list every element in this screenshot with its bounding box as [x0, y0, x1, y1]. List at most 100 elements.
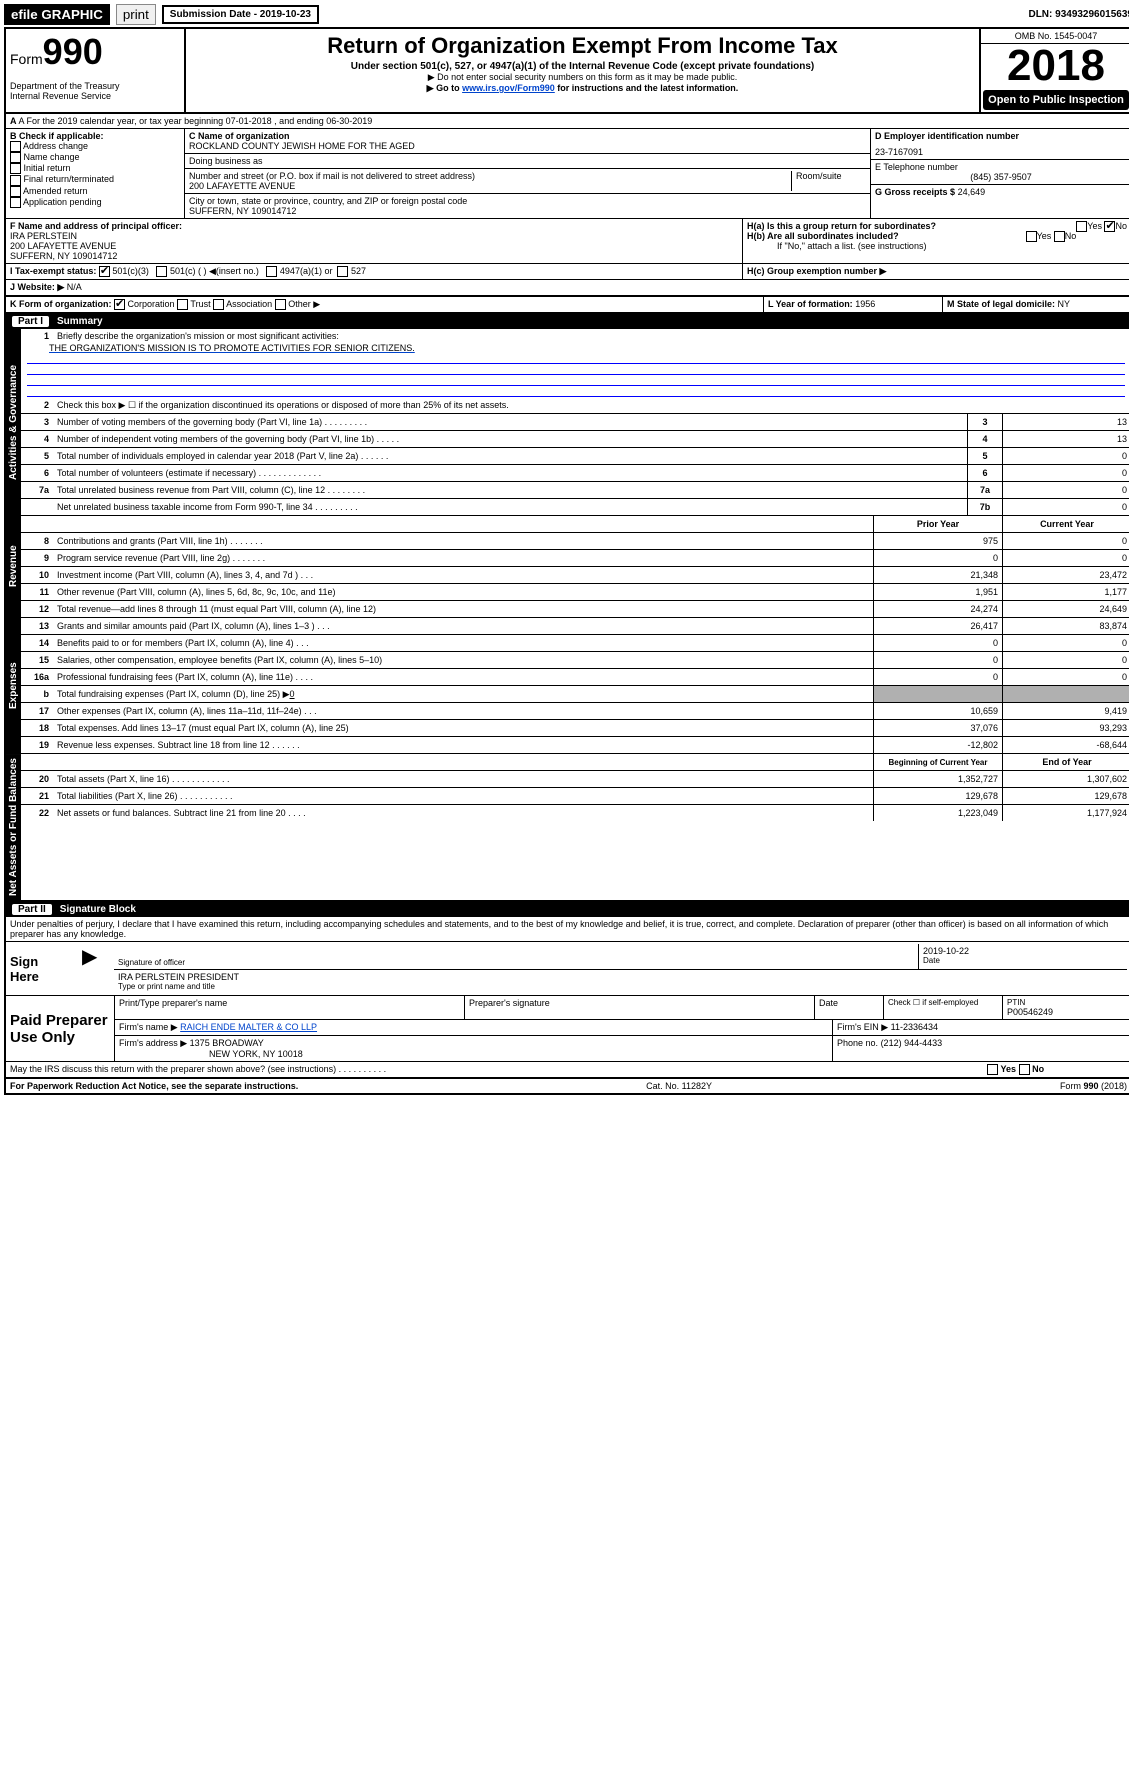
- line16b-val: 0: [290, 689, 295, 699]
- row-j: J Website: ▶ N/A: [6, 280, 1129, 297]
- ptin-label: PTIN: [1007, 998, 1127, 1007]
- section-governance: Activities & Governance 1 Briefly descri…: [6, 329, 1129, 516]
- efile-button[interactable]: efile GRAPHIC: [4, 4, 110, 25]
- note2-post: for instructions and the latest informat…: [555, 83, 739, 93]
- val-8c: 0: [1002, 533, 1129, 549]
- firm-ein-value: 11-2336434: [891, 1022, 938, 1032]
- check-application-pending[interactable]: Application pending: [10, 197, 180, 208]
- discuss-no[interactable]: [1019, 1064, 1030, 1075]
- form-subtitle: Under section 501(c), 527, or 4947(a)(1)…: [190, 61, 975, 72]
- gross-label: G Gross receipts $: [875, 187, 955, 197]
- ha-yes[interactable]: Yes: [1087, 221, 1102, 231]
- line6: Total number of volunteers (estimate if …: [53, 466, 967, 480]
- form-note1: ▶ Do not enter social security numbers o…: [190, 72, 975, 83]
- val-15p: 0: [873, 652, 1002, 668]
- website-label: J Website: ▶: [10, 282, 64, 292]
- sig-name-label: Type or print name and title: [118, 982, 1123, 991]
- part-1-title: Summary: [57, 316, 103, 327]
- check-final-return[interactable]: Final return/terminated: [10, 174, 180, 185]
- hb-yes[interactable]: Yes: [1037, 231, 1052, 241]
- form-prefix: Form: [10, 51, 43, 67]
- line11: Other revenue (Part VIII, column (A), li…: [53, 585, 873, 599]
- val-12c: 24,649: [1002, 601, 1129, 617]
- val-14p: 0: [873, 635, 1002, 651]
- line10: Investment income (Part VIII, column (A)…: [53, 568, 873, 582]
- form-num: 990: [43, 31, 103, 72]
- footer-mid: Cat. No. 11282Y: [646, 1081, 712, 1091]
- check-address-change[interactable]: Address change: [10, 141, 180, 152]
- check-name-change[interactable]: Name change: [10, 152, 180, 163]
- hb-no[interactable]: No: [1065, 231, 1077, 241]
- check-trust[interactable]: [177, 299, 188, 310]
- hc-label: H(c) Group exemption number ▶: [743, 264, 1129, 279]
- line15: Salaries, other compensation, employee b…: [53, 653, 873, 667]
- check-other[interactable]: [275, 299, 286, 310]
- form-title: Return of Organization Exempt From Incom…: [190, 33, 975, 59]
- section-expenses: Expenses 13Grants and similar amounts pa…: [6, 618, 1129, 754]
- val-10p: 21,348: [873, 567, 1002, 583]
- line16a: Professional fundraising fees (Part IX, …: [53, 670, 873, 684]
- form-org-label: K Form of organization:: [10, 299, 112, 309]
- ein-value: 23-7167091: [875, 141, 1127, 157]
- check-initial-return[interactable]: Initial return: [10, 163, 180, 174]
- firm-addr2: NEW YORK, NY 10018: [119, 1049, 828, 1059]
- paid-preparer-row: Paid Preparer Use Only Print/Type prepar…: [6, 996, 1129, 1062]
- paid-prep-label: Paid Preparer Use Only: [6, 996, 115, 1061]
- check-501c3[interactable]: [99, 266, 110, 277]
- note2-pre: ▶ Go to: [427, 83, 462, 93]
- mission-blank-line: [27, 386, 1125, 397]
- ein-label: D Employer identification number: [875, 131, 1127, 141]
- firm-name-link[interactable]: RAICH ENDE MALTER & CO LLP: [180, 1022, 317, 1032]
- section-net-assets: Net Assets or Fund Balances Beginning of…: [6, 754, 1129, 902]
- sig-name: IRA PERLSTEIN PRESIDENT: [118, 972, 1123, 982]
- sig-officer-label: Signature of officer: [118, 958, 914, 967]
- firm-phone-value: (212) 944-4433: [881, 1038, 943, 1048]
- val-16c: 0: [1002, 669, 1129, 685]
- val-20p: 1,352,727: [873, 771, 1002, 787]
- city-label: City or town, state or province, country…: [189, 196, 866, 206]
- line9: Program service revenue (Part VIII, line…: [53, 551, 873, 565]
- opt-4947: 4947(a)(1) or: [280, 266, 333, 276]
- row-a-text: A For the 2019 calendar year, or tax yea…: [19, 116, 373, 126]
- tax-status-label: I Tax-exempt status:: [10, 266, 96, 276]
- room-label: Room/suite: [791, 171, 866, 191]
- row-a-tax-period: A A For the 2019 calendar year, or tax y…: [6, 114, 1129, 129]
- line12: Total revenue—add lines 8 through 11 (mu…: [53, 602, 873, 616]
- discuss-row: May the IRS discuss this return with the…: [6, 1062, 1129, 1079]
- line7a: Total unrelated business revenue from Pa…: [53, 483, 967, 497]
- info-grid: B Check if applicable: Address change Na…: [6, 129, 1129, 219]
- val-4: 13: [1002, 431, 1129, 447]
- val-22p: 1,223,049: [873, 805, 1002, 821]
- hb-note: If "No," attach a list. (see instruction…: [747, 241, 1127, 251]
- sign-here-row: Sign Here ▶ Signature of officer 2019-10…: [6, 942, 1129, 996]
- check-corp[interactable]: [114, 299, 125, 310]
- line14: Benefits paid to or for members (Part IX…: [53, 636, 873, 650]
- discuss-yes[interactable]: [987, 1064, 998, 1075]
- ha-no[interactable]: No: [1115, 221, 1127, 231]
- officer-addr2: SUFFERN, NY 109014712: [10, 251, 738, 261]
- row-f-h: F Name and address of principal officer:…: [6, 219, 1129, 264]
- val-11p: 1,951: [873, 584, 1002, 600]
- phone-label: E Telephone number: [875, 162, 1127, 172]
- opt-other: Other ▶: [288, 299, 320, 309]
- part-2-header: Part II Signature Block: [6, 902, 1129, 917]
- website-value: N/A: [67, 282, 82, 292]
- val-21c: 129,678: [1002, 788, 1129, 804]
- val-16p: 0: [873, 669, 1002, 685]
- check-501c[interactable]: [156, 266, 167, 277]
- footer-left: For Paperwork Reduction Act Notice, see …: [10, 1081, 298, 1091]
- check-assoc[interactable]: [213, 299, 224, 310]
- val-7b: 0: [1002, 499, 1129, 515]
- irs-link[interactable]: www.irs.gov/Form990: [462, 83, 555, 93]
- check-4947[interactable]: [266, 266, 277, 277]
- col-begin-year: Beginning of Current Year: [873, 754, 1002, 770]
- m-label: M State of legal domicile:: [947, 299, 1055, 309]
- opt-501c: 501(c) ( ) ◀(insert no.): [170, 266, 259, 276]
- check-amended[interactable]: Amended return: [10, 186, 180, 197]
- check-527[interactable]: [337, 266, 348, 277]
- submission-date: Submission Date - 2019-10-23: [162, 5, 319, 24]
- form-note2: ▶ Go to www.irs.gov/Form990 for instruct…: [190, 83, 975, 94]
- row-k: K Form of organization: Corporation Trus…: [6, 297, 1129, 314]
- col-c-org-info: C Name of organization ROCKLAND COUNTY J…: [185, 129, 871, 218]
- print-button[interactable]: print: [116, 4, 156, 25]
